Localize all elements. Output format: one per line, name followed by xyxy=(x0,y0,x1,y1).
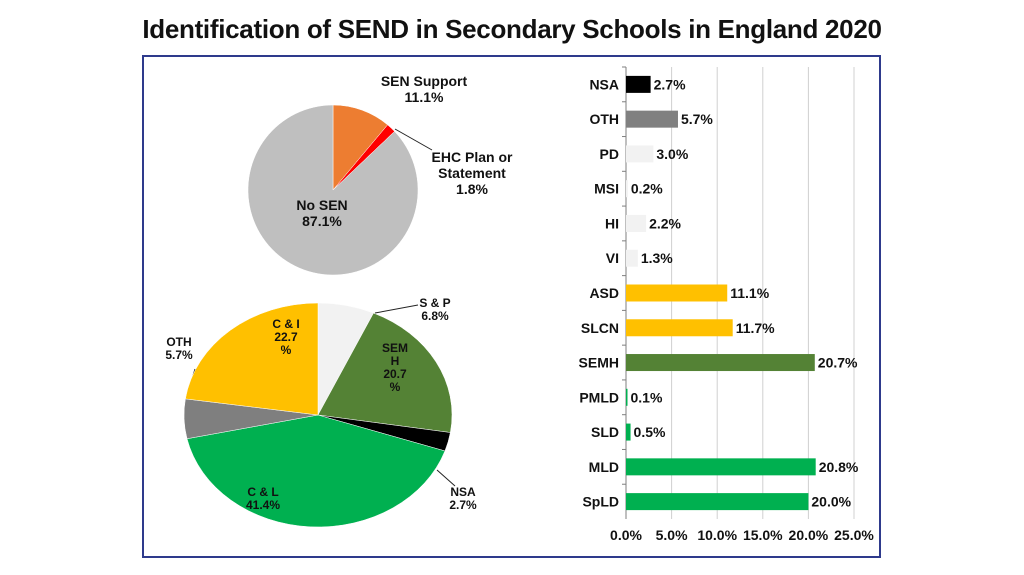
category-label: SpLD xyxy=(582,494,619,510)
bar xyxy=(626,319,733,337)
slice-label: EHC Plan or Statement 1.8% xyxy=(432,149,513,197)
bar xyxy=(626,214,647,232)
slice-label: SEM H 20.7% xyxy=(382,341,408,394)
x-tick-label: 15.0% xyxy=(743,527,783,543)
category-label: SEMH xyxy=(579,355,619,371)
value-label: 0.5% xyxy=(634,424,666,440)
slice-label: C & I 22.7% xyxy=(272,317,299,357)
bar xyxy=(626,493,809,511)
pie-slice xyxy=(186,414,446,528)
bar xyxy=(626,110,678,128)
pie-slice xyxy=(185,302,319,416)
bar xyxy=(626,145,654,163)
value-label: 2.2% xyxy=(649,215,681,231)
bar xyxy=(626,284,728,302)
slice-label-line: 20.7 xyxy=(383,367,407,381)
leader-line xyxy=(394,128,433,151)
slice-label-line: 6.8% xyxy=(421,309,449,323)
category-label: NSA xyxy=(589,76,619,92)
slice-label-line: NSA xyxy=(450,485,476,499)
value-label: 11.1% xyxy=(730,285,769,301)
value-label: 3.0% xyxy=(656,146,688,162)
slice-label-line: C & L xyxy=(247,485,278,499)
value-label: 0.1% xyxy=(631,389,663,405)
slice-label-line: SEM xyxy=(382,341,408,355)
category-label: OTH xyxy=(589,111,619,127)
slice-label-line: 41.4% xyxy=(246,498,280,512)
category-label: MLD xyxy=(589,459,619,475)
slice-label-line: 11.1% xyxy=(405,89,444,105)
slice-label-line: OTH xyxy=(166,335,191,349)
value-label: 1.3% xyxy=(641,250,673,266)
slice-label-line: SEN Support xyxy=(381,73,468,89)
value-label: 11.7% xyxy=(736,320,775,336)
slice-label-line: 22.7 xyxy=(274,330,298,344)
category-label: ASD xyxy=(589,285,619,301)
category-label: PD xyxy=(600,146,619,162)
x-tick-label: 5.0% xyxy=(656,527,688,543)
slice-label-line: Statement xyxy=(438,165,506,181)
category-label: MSI xyxy=(594,181,619,197)
x-tick-label: 25.0% xyxy=(834,527,874,543)
bar xyxy=(626,75,651,93)
category-label: HI xyxy=(605,215,619,231)
slice-label: OTH 5.7% xyxy=(165,335,193,362)
slice-label: SEN Support 11.1% xyxy=(381,73,468,105)
slice-label-line: 1.8% xyxy=(456,181,488,197)
value-label: 20.8% xyxy=(819,459,859,475)
category-label: SLD xyxy=(591,424,619,440)
category-label: SLCN xyxy=(581,320,619,336)
pie-slice xyxy=(247,104,419,276)
pie-slice xyxy=(317,312,453,433)
bar xyxy=(626,423,631,441)
slice-label: C & L 41.4% xyxy=(246,485,280,512)
chart-title: Identification of SEND in Secondary Scho… xyxy=(142,14,882,44)
category-label: VI xyxy=(606,250,619,266)
slice-label-line: H xyxy=(391,354,400,368)
slice-label-line: EHC Plan or xyxy=(432,149,513,165)
leader-line xyxy=(436,469,456,487)
bar xyxy=(626,354,815,372)
category-label: PMLD xyxy=(579,389,619,405)
value-label: 2.7% xyxy=(654,76,686,92)
chart-frame xyxy=(142,55,881,558)
slice-label-line: S & P xyxy=(419,296,450,310)
slice-label: S & P 6.8% xyxy=(419,296,450,323)
slice-label-line: % xyxy=(281,343,292,357)
slice-label-line: 2.7% xyxy=(449,498,477,512)
slice-label: NSA 2.7% xyxy=(449,485,477,512)
value-label: 0.2% xyxy=(631,181,663,197)
x-tick-label: 10.0% xyxy=(697,527,737,543)
slice-label-line: % xyxy=(390,380,401,394)
bar xyxy=(626,249,638,267)
bar xyxy=(626,388,628,406)
value-label: 5.7% xyxy=(681,111,713,127)
slice-label-line: C & I xyxy=(272,317,299,331)
slice-label-line: No SEN xyxy=(296,197,347,213)
leader-line xyxy=(374,304,419,314)
slice-label-line: 87.1% xyxy=(302,213,342,229)
bar xyxy=(626,458,816,476)
x-tick-label: 20.0% xyxy=(789,527,829,543)
slice-label-line: 5.7% xyxy=(165,348,193,362)
value-label: 20.0% xyxy=(811,494,851,510)
slice-label: No SEN 87.1% xyxy=(296,197,347,229)
value-label: 20.7% xyxy=(818,355,858,371)
bar xyxy=(626,180,628,198)
x-tick-label: 0.0% xyxy=(610,527,642,543)
